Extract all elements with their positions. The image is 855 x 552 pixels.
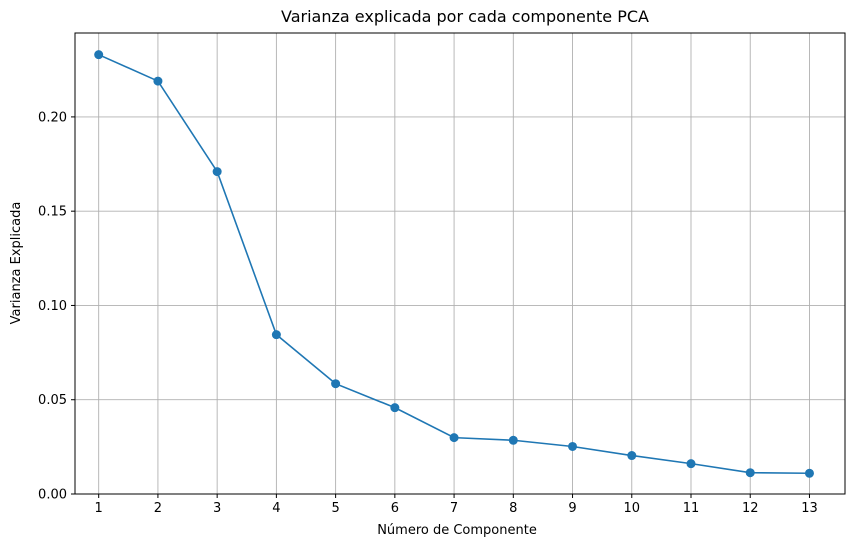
x-tick-label: 12 [742,501,759,516]
data-point [153,76,163,86]
y-tick-label: 0.05 [38,393,67,408]
data-point [745,468,755,478]
x-tick-label: 1 [95,501,103,516]
data-point [568,441,578,451]
plot-frame [74,32,846,495]
data-point [627,451,637,461]
grid [75,33,845,495]
y-tick-label: 0.15 [38,205,67,220]
y-tick-label: 0.10 [38,299,67,314]
data-point [331,379,341,389]
data-point [804,468,814,478]
series-layer [94,50,814,478]
data-point [449,433,459,443]
x-tick-label: 4 [272,501,280,516]
y-tick-label: 0.00 [38,488,67,503]
data-point [390,403,400,413]
x-tick-label: 5 [331,501,339,516]
x-tick-label: 3 [213,501,221,516]
chart-title: Varianza explicada por cada componente P… [281,7,649,26]
x-tick-label: 13 [801,501,818,516]
x-tick-label: 10 [623,501,640,516]
x-tick-label: 9 [568,501,576,516]
axes: 1 2 3 4 5 6 7 8 9 10 11 12 130.000.050.100.150.20 [38,110,818,516]
x-tick-label: 11 [683,501,700,516]
data-point [94,50,104,60]
y-axis-label: Varianza Explicada [9,202,24,325]
data-point [271,330,281,340]
data-point [686,459,696,469]
data-point [212,167,222,177]
x-tick-label: 2 [154,501,162,516]
x-tick-label: 8 [509,501,517,516]
data-point [508,435,518,445]
x-tick-label: 6 [391,501,399,516]
y-tick-label: 0.20 [38,110,67,125]
x-axis-label: Número de Componente [377,523,537,538]
x-tick-label: 7 [450,501,458,516]
